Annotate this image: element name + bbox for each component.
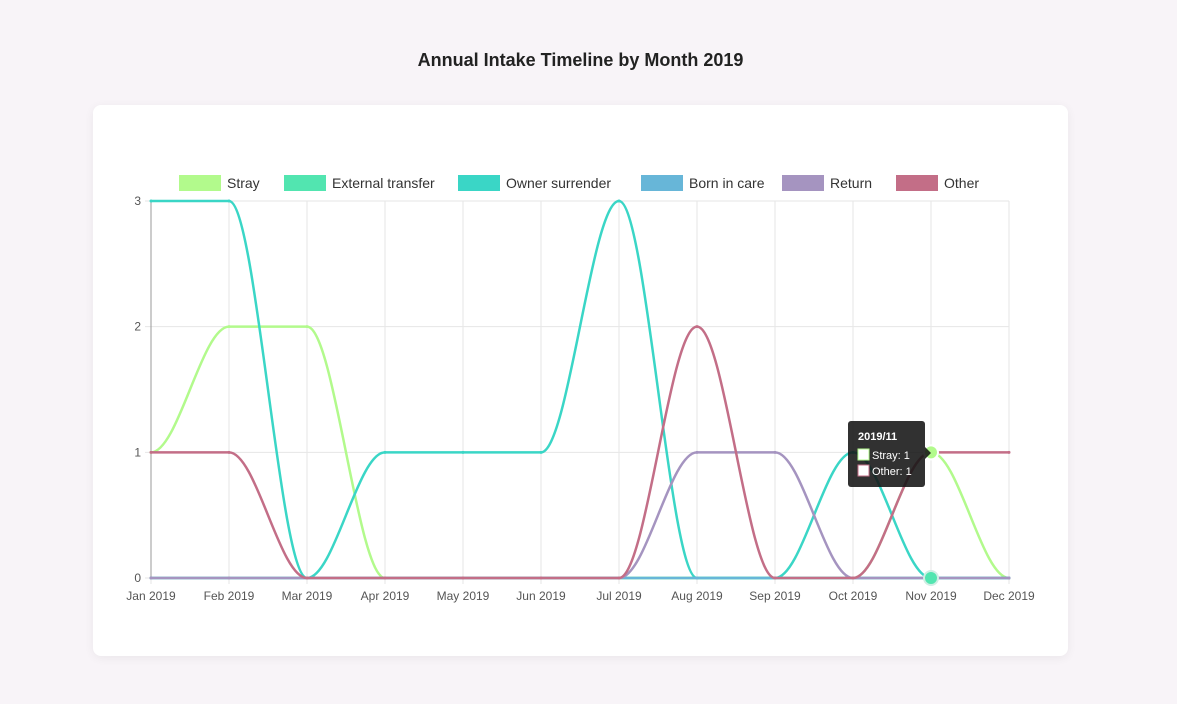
x-tick-label: Oct 2019 xyxy=(829,589,878,603)
tooltip-swatch xyxy=(857,448,870,461)
legend-swatch xyxy=(641,175,683,191)
data-point[interactable] xyxy=(1007,450,1011,454)
data-point[interactable] xyxy=(695,450,699,454)
data-point[interactable] xyxy=(305,576,309,580)
legend[interactable]: Stray External transfer Owner surrender Bor… xyxy=(179,175,979,191)
data-point[interactable] xyxy=(149,199,153,203)
legend-item-owner-surrender[interactable]: Owner surrender xyxy=(458,175,611,191)
data-point[interactable] xyxy=(539,450,543,454)
legend-item-external-transfer[interactable]: External transfer xyxy=(284,175,435,191)
series-lines xyxy=(149,199,1011,586)
data-point[interactable] xyxy=(773,576,777,580)
x-tick-label: Jul 2019 xyxy=(596,589,642,603)
data-point[interactable] xyxy=(461,450,465,454)
y-tick-label: 3 xyxy=(134,194,141,208)
data-point[interactable] xyxy=(227,199,231,203)
x-tick-label: Feb 2019 xyxy=(204,589,255,603)
data-point[interactable] xyxy=(227,450,231,454)
legend-item-return[interactable]: Return xyxy=(782,175,872,191)
data-point[interactable] xyxy=(539,576,543,580)
x-tick-label: Apr 2019 xyxy=(361,589,410,603)
hover-point-external-transfer[interactable] xyxy=(923,570,939,586)
data-point[interactable] xyxy=(227,576,231,580)
axes: Jan 2019 Feb 2019 Mar 2019 Apr 2019 May 2019… xyxy=(126,194,1035,603)
tooltip-caret xyxy=(925,447,931,459)
tooltip-item-label: Stray: 1 xyxy=(872,450,910,462)
legend-label: Stray xyxy=(227,175,260,191)
legend-swatch xyxy=(458,175,500,191)
data-point[interactable] xyxy=(1007,576,1011,580)
data-point[interactable] xyxy=(149,450,153,454)
data-point[interactable] xyxy=(461,576,465,580)
legend-swatch xyxy=(179,175,221,191)
data-point[interactable] xyxy=(383,450,387,454)
data-point[interactable] xyxy=(149,576,153,580)
x-tick-label: May 2019 xyxy=(437,589,490,603)
y-tick-label: 1 xyxy=(134,445,141,459)
data-point[interactable] xyxy=(851,576,855,580)
data-point[interactable] xyxy=(227,325,231,329)
data-point[interactable] xyxy=(695,576,699,580)
x-tick-label: Aug 2019 xyxy=(671,589,723,603)
legend-label: Other xyxy=(944,175,979,191)
x-tick-label: Jan 2019 xyxy=(126,589,176,603)
data-point[interactable] xyxy=(695,325,699,329)
x-tick-label: Dec 2019 xyxy=(983,589,1035,603)
line-chart: Jan 2019 Feb 2019 Mar 2019 Apr 2019 May 2019… xyxy=(126,175,1035,603)
page-title: Annual Intake Timeline by Month 2019 xyxy=(417,50,744,70)
x-tick-label: Nov 2019 xyxy=(905,589,957,603)
legend-swatch xyxy=(896,175,938,191)
y-tick-label: 0 xyxy=(134,571,141,585)
x-tick-label: Mar 2019 xyxy=(282,589,333,603)
y-tick-label: 2 xyxy=(134,320,141,334)
legend-label: Born in care xyxy=(689,175,765,191)
tooltip: 2019/11 Stray: 1 Other: 1 xyxy=(848,421,931,487)
legend-swatch xyxy=(782,175,824,191)
data-point[interactable] xyxy=(773,450,777,454)
x-tick-label: Jun 2019 xyxy=(516,589,566,603)
legend-item-born-in-care[interactable]: Born in care xyxy=(641,175,765,191)
tooltip-item-label: Other: 1 xyxy=(872,466,912,478)
grid xyxy=(145,200,1010,584)
data-point[interactable] xyxy=(617,576,621,580)
tooltip-swatch xyxy=(857,464,870,477)
chart-card: Jan 2019 Feb 2019 Mar 2019 Apr 2019 May 2019… xyxy=(93,105,1068,656)
legend-item-other[interactable]: Other xyxy=(896,175,979,191)
legend-label: Owner surrender xyxy=(506,175,611,191)
series-line-owner-surrender[interactable] xyxy=(150,199,1009,580)
data-point[interactable] xyxy=(383,576,387,580)
x-tick-label: Sep 2019 xyxy=(749,589,801,603)
legend-label: Return xyxy=(830,175,872,191)
legend-label: External transfer xyxy=(332,175,435,191)
series-line-other[interactable] xyxy=(150,325,1009,580)
legend-swatch xyxy=(284,175,326,191)
data-point[interactable] xyxy=(305,325,309,329)
data-point[interactable] xyxy=(617,199,621,203)
legend-item-stray[interactable]: Stray xyxy=(179,175,260,191)
tooltip-title: 2019/11 xyxy=(858,431,897,443)
